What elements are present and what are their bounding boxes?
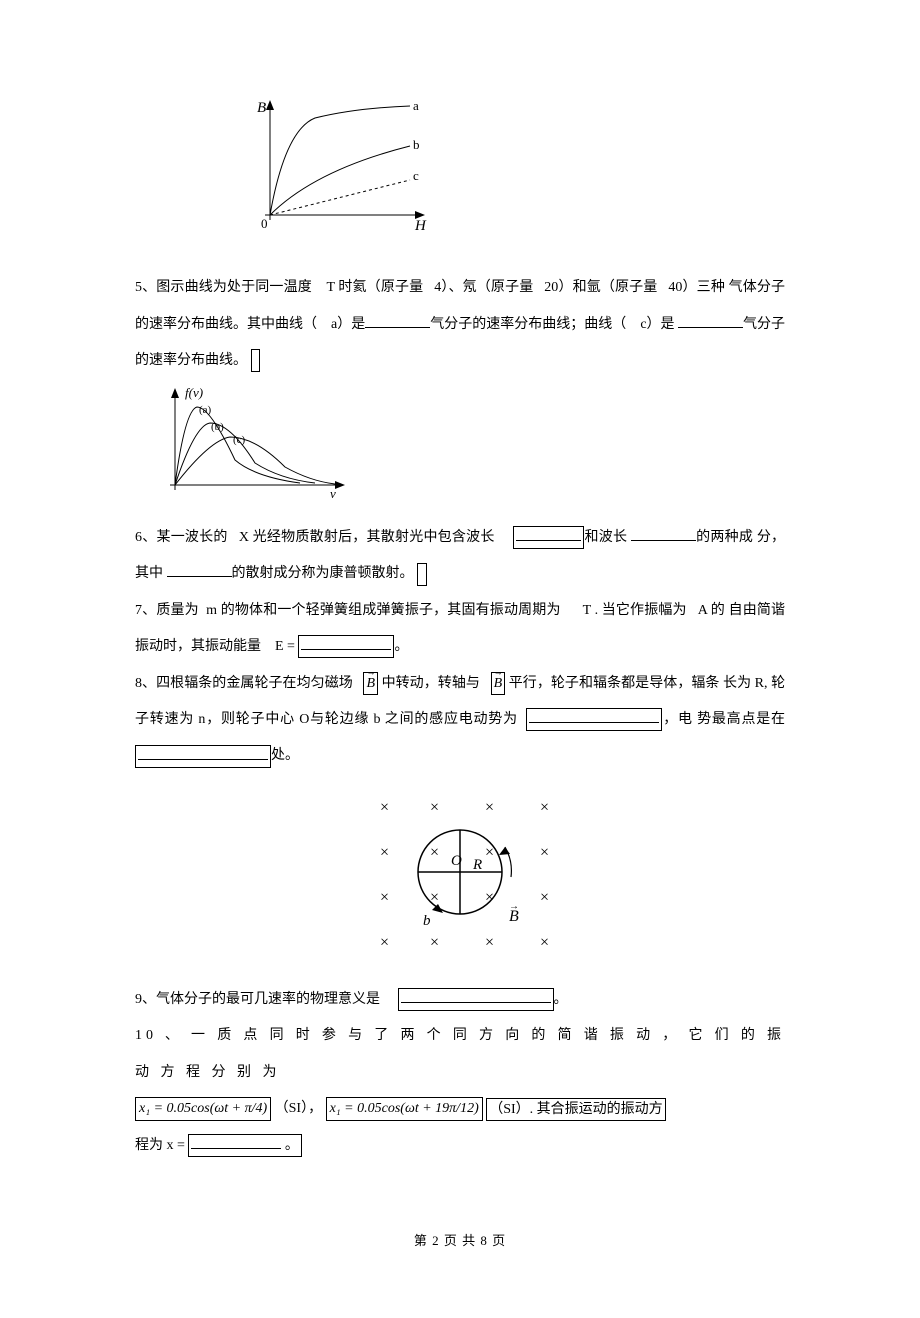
q6-blank3 xyxy=(167,563,232,577)
curve-a: (a) xyxy=(199,404,212,416)
question-10: 10 、 一 质 点 同 时 参 与 了 两 个 同 方 向 的 简 谐 振 动… xyxy=(135,1018,785,1164)
q6-p3: 的两种成 xyxy=(696,530,753,545)
svg-text:×: × xyxy=(430,799,439,816)
question-7: 7、质量为 m 的物体和一个轻弹簧组成弹簧振子，其固有振动周期为 T . 当它作… xyxy=(135,593,785,666)
curve-c-label: c xyxy=(413,168,419,183)
question-8: 8、四根辐条的金属轮子在均匀磁场 B 中转动，转轴与 B 平行，轮子和辐条都是导… xyxy=(135,666,785,775)
q6-p2: 和波长 xyxy=(584,530,627,545)
footer-text: 第 2 页 共 8 页 xyxy=(414,1233,506,1248)
svg-text:×: × xyxy=(430,934,439,951)
svg-text:×: × xyxy=(540,934,549,951)
bh-graph-svg: B H 0 a b c xyxy=(255,100,435,235)
origin-label: 0 xyxy=(261,216,268,231)
page-footer: 第 2 页 共 8 页 xyxy=(135,1224,785,1258)
q9-text: 9、气体分子的最可几速率的物理意义是 xyxy=(135,992,380,1007)
q10-l3a: 程为 x = xyxy=(135,1138,185,1153)
v-label: v xyxy=(330,486,336,500)
q7-p3: A 的 xyxy=(698,603,725,618)
q9-end: 。 xyxy=(554,992,568,1007)
svg-text:×: × xyxy=(380,889,389,906)
svg-text:×: × xyxy=(380,934,389,951)
b-label: b xyxy=(423,913,431,929)
q5-blank1 xyxy=(365,314,430,328)
figure-speed-dist: f(v) v (a) (b) (c) xyxy=(155,385,785,515)
figure-bh-curve: B H 0 a b c xyxy=(255,100,785,250)
q5-t: T 时氦（原子量 xyxy=(326,280,423,295)
q6-endbox xyxy=(417,563,427,586)
svg-text:×: × xyxy=(540,844,549,861)
q7-l2c: 。 xyxy=(394,639,408,654)
fv-label: f(v) xyxy=(185,385,203,400)
q8-p2: 平行，轮子和辐条都是导体，辐条 xyxy=(509,676,720,691)
q10-eq1: x₁ = 0.05cos(ωt + π/4) xyxy=(135,1097,271,1121)
svg-text:×: × xyxy=(485,799,494,816)
q10-sibox: （SI）. 其合振运动的振动方 xyxy=(486,1098,665,1121)
q8-prefix: 8、四根辐条的金属轮子在均匀磁场 xyxy=(135,676,353,691)
q5-line2c: 气分子的速率分布曲线；曲线（ xyxy=(430,317,626,332)
q10-box: 。 xyxy=(188,1134,302,1157)
q5-he: 4）、氖（原子量 xyxy=(434,280,533,295)
wheel-svg: ×××× ×××× ×××× ×××× O R b B → xyxy=(345,787,575,957)
svg-text:×: × xyxy=(485,934,494,951)
q7-p2: T . 当它作振幅为 xyxy=(583,603,687,618)
q7-p1: m 的物体和一个轻弹簧组成弹簧振子，其固有振动周期为 xyxy=(206,603,560,618)
svg-text:×: × xyxy=(380,799,389,816)
question-6: 6、某一波长的 X 光经物质散射后，其散射光中包含波长 和波长 的两种成 分，其… xyxy=(135,520,785,593)
question-5: 5、图示曲线为处于同一温度 T 时氦（原子量 4）、氖（原子量 20）和氩（原子… xyxy=(135,270,785,379)
svg-text:×: × xyxy=(430,844,439,861)
r-label: R xyxy=(472,857,482,873)
svg-text:×: × xyxy=(380,844,389,861)
q8-l3a: 势最高点是在 xyxy=(697,712,785,727)
q10-eq2: x₁ = 0.05cos(ωt + 19π/12) xyxy=(326,1097,483,1121)
q6-p1: X 光经物质散射后，其散射光中包含波长 xyxy=(239,530,495,545)
curve-c: (c) xyxy=(233,434,246,446)
q5-ne: 20）和氩（原子量 xyxy=(544,280,657,295)
q6-prefix: 6、某一波长的 xyxy=(135,530,228,545)
q8-l3b: 处。 xyxy=(271,748,299,763)
y-axis-label: B xyxy=(257,100,266,116)
q7-prefix: 7、质量为 xyxy=(135,603,199,618)
x-axis-label: H xyxy=(414,218,427,234)
svg-text:→: → xyxy=(509,901,519,912)
figure-wheel: ×××× ×××× ×××× ×××× O R b B → xyxy=(135,787,785,972)
q10-si1: （SI）， xyxy=(275,1101,322,1116)
q5-text: 5、图示曲线为处于同一温度 xyxy=(135,280,312,295)
q8-box1 xyxy=(526,708,662,731)
q10-text: 10 、 一 质 点 同 时 参 与 了 两 个 同 方 向 的 简 谐 振 动… xyxy=(135,1028,785,1079)
q5-blank2 xyxy=(678,314,743,328)
q5-endbox xyxy=(251,349,261,372)
q5-line2d: c）是 xyxy=(640,317,674,332)
q8-p1: 中转动，转轴与 xyxy=(382,676,480,691)
q7-box xyxy=(298,635,394,658)
curve-b-label: b xyxy=(413,137,420,152)
curve-b: (b) xyxy=(211,421,224,433)
q7-l2b: E = xyxy=(275,639,295,654)
svg-text:×: × xyxy=(540,889,549,906)
q8-bbox1: B xyxy=(363,672,378,695)
q6-l2b: 的散射成分称为康普顿散射。 xyxy=(232,566,414,581)
question-9: 9、气体分子的最可几速率的物理意义是 。 xyxy=(135,982,785,1018)
q5-ar: 40）三种 xyxy=(668,280,725,295)
q5-line2b: a）是 xyxy=(331,317,365,332)
q8-bbox2: B xyxy=(491,672,506,695)
curve-a-label: a xyxy=(413,100,419,113)
q8-box2 xyxy=(135,745,271,768)
speed-dist-svg: f(v) v (a) (b) (c) xyxy=(155,385,355,500)
q6-box1 xyxy=(513,526,584,549)
q9-box xyxy=(398,988,554,1011)
q6-blank2 xyxy=(631,527,696,541)
svg-text:×: × xyxy=(540,799,549,816)
o-label: O xyxy=(451,853,462,869)
q8-l2end: ，电 xyxy=(662,712,692,727)
